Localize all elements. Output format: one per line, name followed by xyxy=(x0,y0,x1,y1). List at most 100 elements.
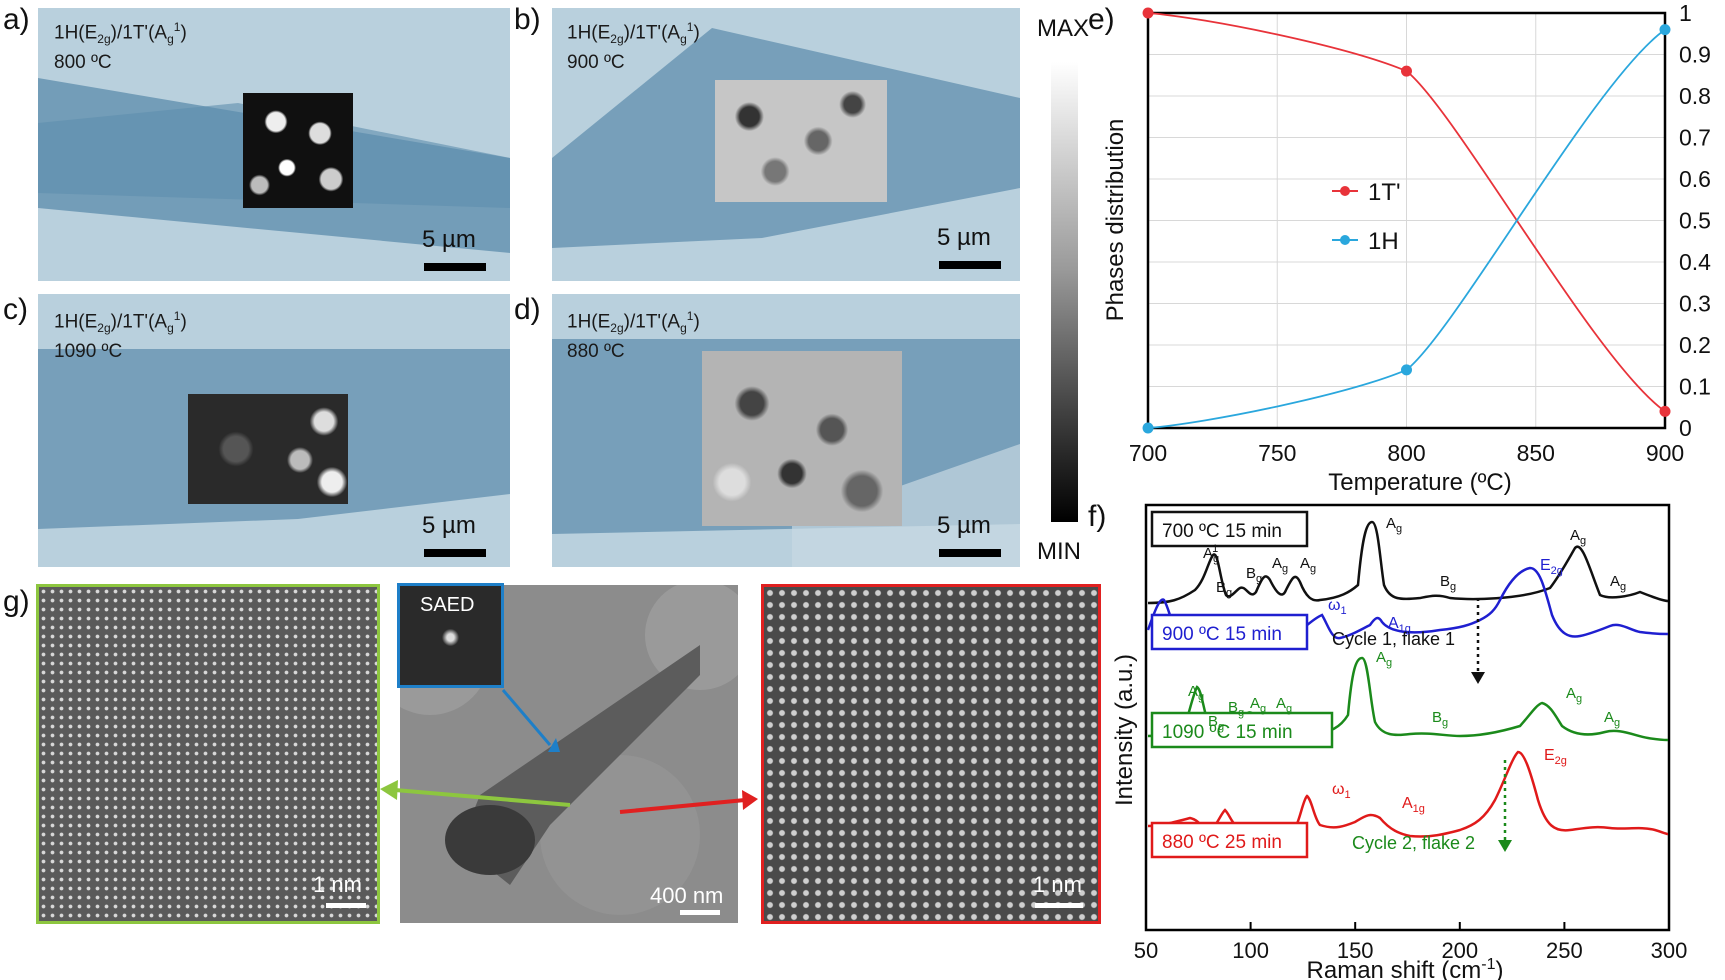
scale-bar-tem xyxy=(680,910,720,915)
phase-chart-xlabel: Temperature (ºC) xyxy=(1328,469,1511,496)
x-tick-label: 750 xyxy=(1258,440,1296,466)
scale-label-d: 5 µm xyxy=(937,512,991,539)
scale-label-a: 5 µm xyxy=(422,226,476,253)
raman-map-b xyxy=(552,8,1020,281)
sample-box-900c: 900 ºC 15 min xyxy=(1150,613,1309,651)
y-tick-label: 0.6 xyxy=(1679,166,1711,192)
x-tick-label: 850 xyxy=(1517,440,1555,466)
panel-label-c: c) xyxy=(3,293,28,326)
data-point-1h xyxy=(1401,364,1412,376)
panel-label-d: d) xyxy=(514,293,541,326)
sample-box-1090c: 1090 ºC 15 min xyxy=(1150,711,1334,749)
x-tick-label: 700 xyxy=(1129,440,1167,466)
map-inset-c xyxy=(188,394,348,504)
panel-label-g: g) xyxy=(3,585,30,618)
raman-x-tick-label: 100 xyxy=(1232,938,1269,963)
data-point-1h xyxy=(1659,24,1671,36)
series-line-1h xyxy=(1147,28,1666,429)
legend-label-1h: 1H xyxy=(1368,228,1399,255)
data-point-1t xyxy=(1659,405,1671,417)
x-tick-label: 900 xyxy=(1646,440,1684,466)
sample-box-880c: 880 ºC 25 min xyxy=(1150,821,1309,859)
scale-bar-hrtem-left xyxy=(326,903,366,908)
hrtem-left xyxy=(36,584,380,924)
legend-label-1t: 1T' xyxy=(1368,179,1401,206)
phase-chart: 700 750 800 850 900 0 0.1 0.2 0.3 0.4 0.5 0.6 0.7 0.… xyxy=(1102,0,1711,496)
svg-text:Ag1: Ag1 xyxy=(1203,543,1219,565)
annotation-cycle1: Cycle 1, flake 1 xyxy=(1332,629,1455,649)
data-point-1h xyxy=(1142,422,1154,434)
legend-marker-1t xyxy=(1340,186,1350,196)
temp-label-c: 1090 ºC xyxy=(54,341,123,363)
scale-bar-c xyxy=(424,549,486,557)
y-tick-label: 0.2 xyxy=(1679,332,1711,358)
y-tick-label: 0 xyxy=(1679,415,1692,441)
map-label-c: 1H(E2g)/1T'(Ag1) 1090 ºC xyxy=(54,309,187,363)
scale-label-hrtem-left: 1 nm xyxy=(313,872,362,897)
data-point-1t xyxy=(1401,65,1412,77)
scale-label-tem: 400 nm xyxy=(650,883,724,908)
scale-label-hrtem-right: 1 nm xyxy=(1033,872,1082,897)
raman-chart-xlabel: Raman shift (cm-1) xyxy=(1307,956,1504,980)
svg-text:880 ºC 25 min: 880 ºC 25 min xyxy=(1162,832,1282,853)
scale-bar-a xyxy=(424,263,486,271)
sample-box-700c: 700 ºC 15 min xyxy=(1150,510,1309,548)
phase-chart-legend: 1T' 1H xyxy=(1332,179,1401,255)
raman-x-tick-label: 250 xyxy=(1546,938,1583,963)
scale-bar-hrtem-right xyxy=(1035,903,1083,908)
raman-x-tick-label: 150 xyxy=(1337,938,1374,963)
saed-label: SAED xyxy=(420,594,475,616)
y-tick-label: 1 xyxy=(1679,0,1692,26)
phase-chart-ylabel: Phases distribution xyxy=(1102,119,1129,322)
scale-label-b: 5 µm xyxy=(937,224,991,251)
y-tick-label: 0.3 xyxy=(1679,291,1711,317)
annotation-cycle2: Cycle 2, flake 2 xyxy=(1352,833,1475,853)
colorbar-min-label: MIN xyxy=(1037,538,1081,565)
panel-label-f: f) xyxy=(1088,500,1107,533)
scale-bar-b xyxy=(939,261,1001,269)
spectrum-700c xyxy=(1147,520,1669,605)
panel-label-b: b) xyxy=(514,3,541,36)
map-label-b: 1H(E2g)/1T'(Ag1) 900 ºC xyxy=(567,20,700,74)
raman-map-a xyxy=(38,8,510,281)
y-tick-label: 0.8 xyxy=(1679,83,1711,109)
map-inset-a xyxy=(243,93,353,208)
temp-label-a: 800 ºC xyxy=(54,52,112,74)
raman-x-tick-label: 200 xyxy=(1441,938,1478,963)
map-label-a: 1H(E2g)/1T'(Ag1) 800 ºC xyxy=(54,20,187,74)
panel-label-a: a) xyxy=(3,3,30,36)
x-tick-label: 800 xyxy=(1387,440,1425,466)
map-inset-b xyxy=(715,80,887,202)
saed-inset xyxy=(397,583,504,688)
y-tick-label: 0.4 xyxy=(1679,249,1711,275)
colorbar-max-label: MAX xyxy=(1037,15,1090,42)
raman-x-tick-label: 50 xyxy=(1134,938,1158,963)
colorbar xyxy=(1051,62,1078,522)
raman-x-tick-label: 300 xyxy=(1651,938,1688,963)
y-tick-label: 0.5 xyxy=(1679,208,1711,234)
raman-map-d xyxy=(552,294,1020,567)
map-inset-d xyxy=(702,351,902,526)
raman-map-c xyxy=(38,294,510,567)
map-label-d: 1H(E2g)/1T'(Ag1) 880 ºC xyxy=(567,309,700,363)
raman-chart-ylabel: Intensity (a.u.) xyxy=(1111,654,1138,806)
raman-chart-frame xyxy=(1144,503,1671,932)
legend-marker-1h xyxy=(1340,235,1350,245)
y-tick-label: 0.9 xyxy=(1679,42,1711,68)
svg-text:1090 ºC 15 min: 1090 ºC 15 min xyxy=(1162,722,1293,743)
y-tick-label: 0.7 xyxy=(1679,125,1711,151)
temp-label-b: 900 ºC xyxy=(567,52,625,74)
y-tick-label: 0.1 xyxy=(1679,374,1711,400)
scale-bar-d xyxy=(939,549,1001,557)
panel-label-e: e) xyxy=(1088,3,1115,36)
scale-label-c: 5 µm xyxy=(422,512,476,539)
raman-spectra-chart: 50 100 150 200 250 300 Raman shift (cm-1) Int… xyxy=(1111,503,1688,980)
phase-chart-frame xyxy=(1146,11,1667,430)
temp-label-d: 880 ºC xyxy=(567,341,625,363)
svg-text:700 ºC 15 min: 700 ºC 15 min xyxy=(1162,521,1282,542)
hrtem-right xyxy=(761,584,1101,924)
spectrum-880c xyxy=(1147,750,1669,838)
series-line-1t xyxy=(1147,12,1666,413)
data-point-1t xyxy=(1142,7,1154,19)
